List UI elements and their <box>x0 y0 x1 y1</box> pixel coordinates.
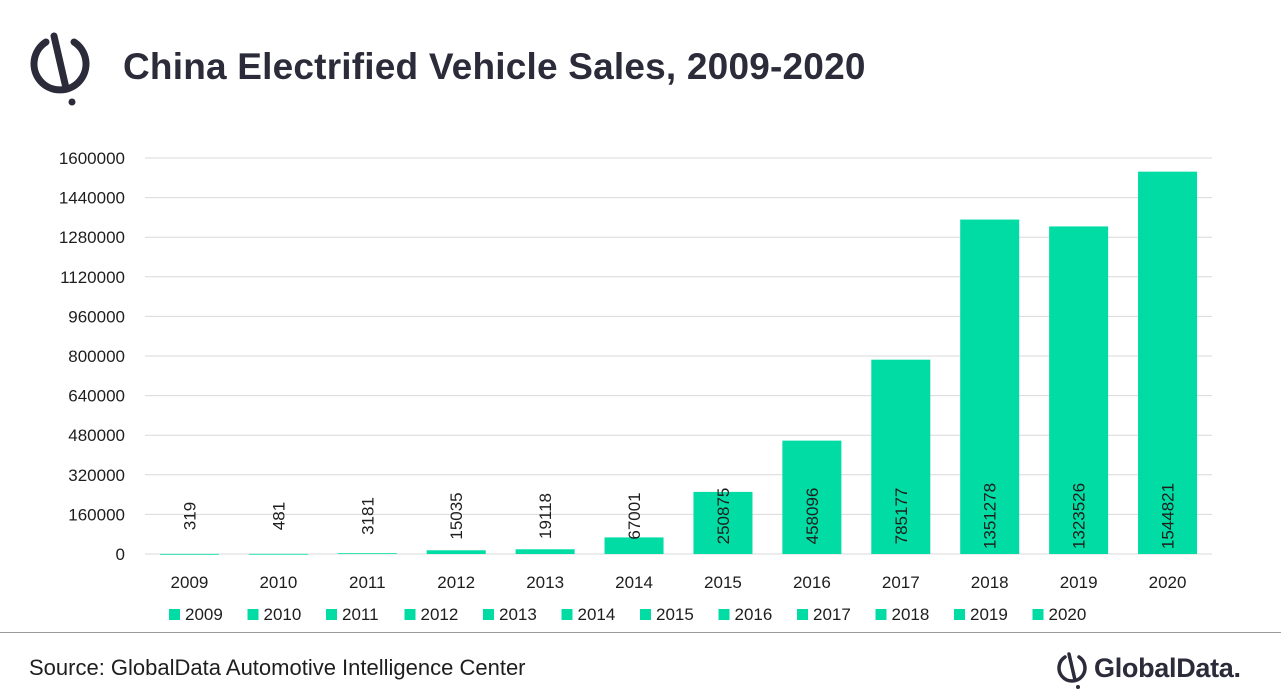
bar-2016 <box>782 440 842 554</box>
legend-item: 2016 <box>718 605 773 624</box>
legend-label: 2013 <box>499 605 537 624</box>
legend-item: 2019 <box>954 605 1008 624</box>
legend-label: 2009 <box>185 605 223 624</box>
legend-label: 2015 <box>656 605 694 624</box>
bar-2012 <box>426 550 486 554</box>
y-tick-label: 320000 <box>68 466 125 485</box>
y-tick-label: 640000 <box>68 387 125 406</box>
footer-logo: GlobalData. <box>1056 650 1271 690</box>
legend-item: 2017 <box>797 605 851 624</box>
page-title: China Electrified Vehicle Sales, 2009-20… <box>123 46 866 87</box>
y-axis-ticks: 0 160000 320000 480000 640000 800000 960000 112… <box>59 149 125 564</box>
y-tick-label: 160000 <box>68 505 125 524</box>
x-tick-label: 2020 <box>1149 573 1187 592</box>
bar-value-label: 15035 <box>447 492 466 539</box>
legend-swatch <box>404 609 416 620</box>
brand-name: GlobalData. <box>1094 653 1241 683</box>
legend-swatch <box>169 609 180 620</box>
bar-chart: 0 160000 320000 480000 640000 800000 960000 112… <box>59 149 1212 624</box>
x-tick-label: 2011 <box>349 573 386 592</box>
legend-label: 2019 <box>970 605 1008 624</box>
legend-item: 2014 <box>561 605 616 624</box>
legend-swatch <box>640 609 651 620</box>
legend-label: 2012 <box>421 605 459 624</box>
legend-item: 2010 <box>247 605 302 624</box>
legend-label: 2018 <box>892 605 930 624</box>
legend-item: 2012 <box>404 605 459 624</box>
y-tick-label: 480000 <box>68 426 125 445</box>
x-tick-label: 2010 <box>259 573 297 592</box>
source-note: Source: GlobalData Automotive Intelligen… <box>29 655 526 680</box>
bar-2017 <box>871 359 931 554</box>
y-tick-label: 1120000 <box>60 268 125 287</box>
legend-swatch <box>954 609 965 620</box>
bar-2010 <box>248 553 308 555</box>
y-tick-label: 1280000 <box>59 228 125 247</box>
x-tick-label: 2018 <box>971 573 1009 592</box>
y-tick-label: 960000 <box>68 307 125 326</box>
legend-label: 2017 <box>813 605 851 624</box>
x-tick-label: 2016 <box>793 573 831 592</box>
legend-swatch <box>718 609 730 620</box>
x-tick-label: 2015 <box>704 573 742 592</box>
header: China Electrified Vehicle Sales, 2009-20… <box>0 0 1281 140</box>
legend-label: 2010 <box>264 605 302 624</box>
bar-value-label: 1544821 <box>1159 483 1178 549</box>
legend-item: 2013 <box>483 605 537 624</box>
x-tick-label: 2014 <box>615 573 653 592</box>
y-tick-label: 1600000 <box>59 149 125 168</box>
y-tick-label: 0 <box>116 545 125 564</box>
legend-label: 2011 <box>342 605 379 624</box>
legend-swatch <box>561 609 573 620</box>
legend-label: 2016 <box>735 605 773 624</box>
bar-value-label: 250875 <box>714 488 733 545</box>
bar-2015 <box>693 491 753 554</box>
y-tick-label: 1440000 <box>59 189 125 208</box>
bar-value-label: 3181 <box>358 497 377 535</box>
globaldata-logo-icon <box>30 32 90 106</box>
x-tick-label: 2012 <box>437 573 475 592</box>
legend: 2009 2010 2011 2012 2013 2014 2015 2016 2017 2018… <box>169 605 1086 624</box>
grid-lines <box>145 157 1212 555</box>
bar-value-label: 1323526 <box>1070 483 1089 549</box>
bar-value-label: 481 <box>269 502 288 530</box>
legend-item: 2015 <box>640 605 694 624</box>
bar-2013 <box>515 549 575 554</box>
bar-2011 <box>337 553 397 555</box>
globaldata-logo-icon <box>1057 652 1087 689</box>
legend-label: 2014 <box>578 605 616 624</box>
legend-swatch <box>247 609 259 620</box>
x-tick-label: 2017 <box>882 573 920 592</box>
legend-swatch <box>797 609 808 620</box>
x-axis-ticks: 2009 2010 2011 2012 2013 2014 2015 2016 2017 2018… <box>171 573 1187 592</box>
bars <box>159 171 1198 555</box>
x-tick-label: 2009 <box>171 573 209 592</box>
y-tick-label: 800000 <box>68 347 125 366</box>
bar-value-label: 785177 <box>892 488 911 545</box>
legend-swatch <box>326 609 337 620</box>
bar-value-label: 319 <box>180 502 199 530</box>
x-tick-label: 2013 <box>526 573 564 592</box>
x-tick-label: 2019 <box>1060 573 1098 592</box>
bar-value-label: 1351278 <box>981 483 1000 549</box>
legend-item: 2018 <box>875 605 930 624</box>
legend-item: 2011 <box>326 605 379 624</box>
legend-label: 2020 <box>1049 605 1087 624</box>
bar-2020 <box>1138 171 1198 554</box>
bar-value-labels: 319 481 3181 15035 19118 67001 250875 458096 785… <box>180 483 1177 549</box>
bar-2014 <box>604 537 664 554</box>
bar-2019 <box>1049 226 1109 554</box>
bar-value-label: 67001 <box>625 492 644 539</box>
legend-swatch <box>483 609 494 620</box>
footer-divider <box>0 632 1281 633</box>
legend-swatch <box>1032 609 1044 620</box>
bar-value-label: 458096 <box>803 488 822 545</box>
bar-2009 <box>159 553 219 555</box>
bar-value-label: 19118 <box>536 493 555 539</box>
legend-item: 2020 <box>1032 605 1087 624</box>
legend-item: 2009 <box>169 605 223 624</box>
bar-2018 <box>960 219 1020 554</box>
legend-swatch <box>875 609 887 620</box>
